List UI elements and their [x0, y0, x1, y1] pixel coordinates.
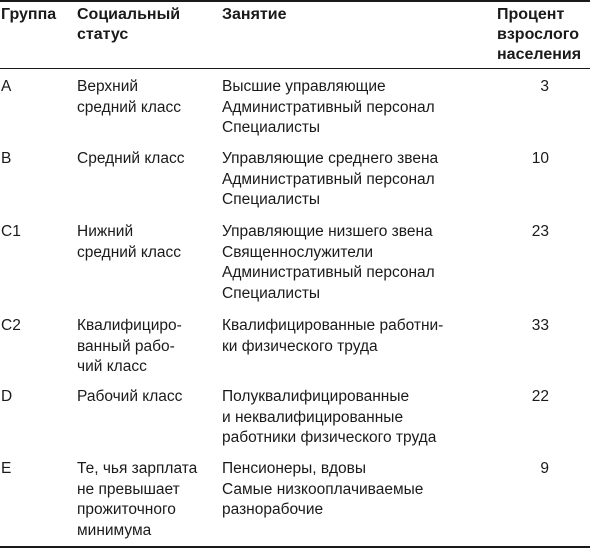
- status-line: Верхний: [77, 78, 139, 95]
- row-a-status: Верхний средний класс: [77, 77, 181, 118]
- occupation-line: Самые низкооплачиваемые: [222, 480, 424, 498]
- header-percent-line: населения: [497, 46, 582, 63]
- percent-value: 9: [540, 460, 549, 477]
- row-c1-status: Нижний средний класс: [77, 222, 181, 263]
- header-percent-line: Процент: [497, 6, 565, 23]
- occupation-line: Полуквалифицированные: [222, 388, 410, 405]
- percent-value: 10: [531, 150, 549, 167]
- percent-value: 3: [540, 78, 549, 95]
- header-percent: Процент взрослого населения: [497, 5, 581, 65]
- table-top-rule: [0, 0, 590, 2]
- percent-value: 22: [531, 388, 549, 405]
- status-line: Средний класс: [77, 150, 185, 167]
- occupation-line: Специалисты: [222, 191, 321, 208]
- occupation-line: Пенсионеры, вдовы: [222, 460, 367, 477]
- occupation-line: Административный персонал: [222, 264, 435, 281]
- occupation-line: Управляющие среднего звена: [222, 150, 439, 167]
- status-line: чий класс: [77, 358, 147, 375]
- row-b-group: B: [1, 149, 11, 170]
- occupation-line: Административный персонал: [222, 170, 435, 188]
- row-d-occupation: Полуквалифицированные и неквалифицирован…: [222, 387, 436, 449]
- row-b-status: Средний класс: [77, 149, 184, 170]
- group-code: D: [1, 388, 13, 405]
- status-line: средний класс: [77, 243, 181, 261]
- header-occupation-line: Занятие: [222, 6, 287, 23]
- row-e-percent: 9: [540, 459, 549, 480]
- row-e-group: E: [1, 459, 11, 480]
- occupation-line: Священнослужители: [222, 243, 374, 261]
- occupation-line: разнорабочие: [222, 501, 324, 518]
- row-d-percent: 22: [532, 387, 549, 408]
- status-line: Квалифициро-: [77, 317, 182, 334]
- occupation-line: Специалисты: [222, 119, 321, 136]
- occupation-line: и неквалифицированные: [222, 408, 404, 426]
- occupation-line: Административный персонал: [222, 98, 435, 116]
- percent-value: 33: [531, 317, 549, 334]
- row-c2-occupation: Квалифицированные работни- ки физическог…: [222, 316, 443, 357]
- occupation-line: Высшие управляющие: [222, 78, 386, 95]
- status-line: Те, чья зарплата: [77, 460, 198, 477]
- group-code: C2: [1, 317, 21, 334]
- status-line: не превышает: [77, 480, 180, 498]
- row-a-group: A: [1, 77, 11, 98]
- status-line: Нижний: [77, 223, 134, 240]
- header-percent-line: взрослого: [497, 26, 579, 43]
- occupation-line: Управляющие низшего звена: [222, 223, 433, 240]
- header-status: Социальный статус: [77, 5, 180, 45]
- row-a-occupation: Высшие управляющие Административный перс…: [222, 77, 435, 139]
- row-b-percent: 10: [532, 149, 549, 170]
- row-c1-occupation: Управляющие низшего звена Священнослужит…: [222, 222, 435, 304]
- percent-value: 23: [531, 223, 549, 240]
- occupation-line: ки физического труда: [222, 337, 378, 355]
- status-line: средний класс: [77, 98, 181, 116]
- occupation-line: Квалифицированные работни-: [222, 317, 444, 334]
- row-e-occupation: Пенсионеры, вдовы Самые низкооплачиваемы…: [222, 459, 423, 521]
- row-d-group: D: [1, 387, 12, 408]
- row-c2-group: C2: [1, 316, 21, 337]
- status-line: минимума: [77, 521, 152, 539]
- group-code: C1: [1, 223, 21, 240]
- table-bottom-rule: [0, 546, 590, 548]
- status-line: прожиточного: [77, 501, 176, 518]
- row-b-occupation: Управляющие среднего звена Административ…: [222, 149, 438, 211]
- row-c2-status: Квалифициро- ванный рабо- чий класс: [77, 316, 182, 378]
- status-line: Рабочий класс: [77, 388, 183, 405]
- group-code: B: [1, 150, 12, 167]
- status-line: ванный рабо-: [77, 337, 175, 355]
- header-group: Группа: [1, 5, 56, 25]
- header-divider: [0, 68, 590, 69]
- group-code: E: [1, 460, 12, 477]
- row-a-percent: 3: [540, 77, 549, 98]
- row-c2-percent: 33: [532, 316, 549, 337]
- occupation-line: работники физического труда: [222, 429, 437, 446]
- row-c1-group: C1: [1, 222, 21, 243]
- group-code: A: [1, 78, 12, 95]
- header-occupation: Занятие: [222, 5, 287, 25]
- header-status-line: Социальный: [77, 6, 181, 23]
- row-e-status: Те, чья зарплата не превышает прожиточно…: [77, 459, 197, 541]
- occupation-line: Специалисты: [222, 284, 321, 302]
- row-d-status: Рабочий класс: [77, 387, 182, 408]
- header-status-line: статус: [77, 26, 129, 43]
- row-c1-percent: 23: [532, 222, 549, 243]
- header-group-line: Группа: [1, 6, 57, 23]
